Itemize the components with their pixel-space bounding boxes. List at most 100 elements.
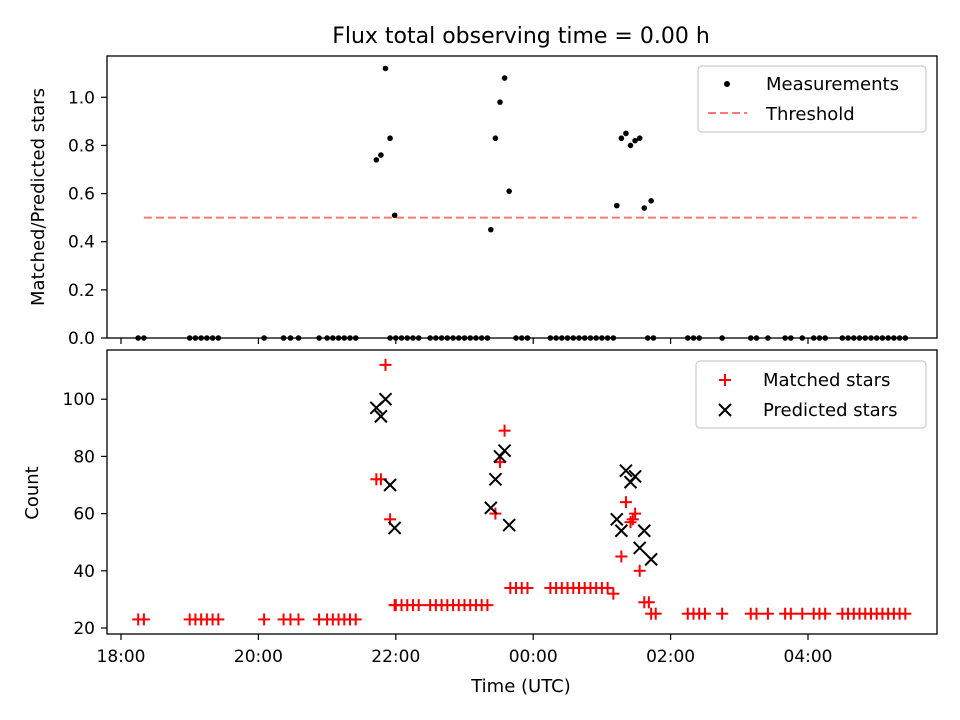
bottom-y-tick-label: 60 — [73, 505, 95, 525]
legend-matched-marker — [719, 374, 731, 386]
chart-title: Flux total observing time = 0.00 h — [332, 24, 710, 49]
measurement-point — [378, 152, 384, 158]
bottom-legend: Matched stars Predicted stars — [695, 360, 927, 429]
matched-star-point — [899, 607, 912, 620]
top-y-tick-label: 0.0 — [68, 329, 95, 349]
measurement-point — [623, 130, 629, 137]
top-y-tick-label: 0.6 — [68, 185, 95, 205]
matched-star-point — [698, 607, 711, 620]
predicted-star-point — [637, 524, 651, 538]
predicted-star-point — [378, 392, 393, 406]
measurement-point — [391, 212, 398, 219]
legend-matched-label: Matched stars — [763, 370, 890, 391]
x-tick-label: 20:00 — [234, 647, 283, 667]
top-axes-frame — [106, 55, 938, 339]
top-y-tick-label: 0.8 — [68, 136, 95, 156]
measurement-point — [497, 99, 503, 105]
predicted-star-point — [383, 478, 397, 492]
legend-predicted-label: Predicted stars — [763, 400, 897, 421]
x-axis-label: Time (UTC) — [470, 676, 571, 697]
panel-bottom: 20 40 60 80 100 18:00 20:00 22:00 00:00 02:00 04:… — [22, 349, 938, 697]
matched-star-point — [716, 607, 729, 620]
bottom-marks — [132, 358, 912, 626]
predicted-star-point — [619, 463, 633, 478]
matched-star-point — [292, 613, 305, 626]
predicted-star-point — [610, 512, 624, 527]
measurement-point — [632, 137, 638, 144]
measurement-point — [627, 142, 634, 149]
top-y-ticks: 0.0 0.2 0.4 0.6 0.8 1.0 — [68, 88, 107, 349]
top-y-tick-label: 0.2 — [68, 281, 95, 301]
legend-predicted-marker — [718, 403, 732, 417]
matched-star-point — [624, 516, 637, 529]
matched-star-point — [481, 599, 494, 612]
matched-star-point — [607, 587, 620, 600]
predicted-star-point — [644, 552, 658, 567]
top-x-ticks — [120, 338, 809, 344]
matched-star-point — [761, 607, 774, 620]
matched-star-point — [212, 613, 225, 626]
predicted-star-point — [502, 518, 516, 532]
top-y-tick-label: 1.0 — [68, 88, 95, 108]
x-tick-label: 02:00 — [646, 647, 695, 667]
matched-star-point — [750, 607, 763, 620]
bottom-y-tick-label: 100 — [63, 390, 95, 410]
matched-star-point — [258, 613, 271, 626]
predicted-star-point — [628, 469, 642, 484]
matched-star-point — [601, 581, 614, 594]
top-legend-box — [697, 65, 927, 133]
legend-measurements-marker — [724, 81, 730, 87]
predicted-star-point — [488, 472, 503, 486]
matched-star-point — [629, 507, 642, 520]
bottom-y-ticks: 20 40 60 80 100 — [63, 390, 107, 639]
measurement-point — [618, 135, 625, 142]
bottom-x-ticks: 18:00 20:00 22:00 00:00 02:00 04:00 — [97, 634, 833, 667]
bottom-y-tick-label: 80 — [73, 447, 95, 467]
matched-star-point — [633, 564, 646, 577]
measurement-point — [613, 202, 620, 209]
matched-star-point — [498, 424, 511, 437]
measurement-point — [488, 226, 494, 233]
matched-star-point — [137, 613, 150, 626]
predicted-star-point — [387, 521, 402, 535]
measurement-point — [382, 65, 389, 72]
bottom-axes-frame — [106, 349, 938, 635]
x-tick-label: 18:00 — [97, 647, 146, 667]
matched-star-point — [796, 607, 809, 620]
x-tick-label: 00:00 — [509, 647, 558, 667]
x-tick-label: 22:00 — [371, 647, 420, 667]
legend-measurements-label: Measurements — [766, 74, 899, 95]
measurement-point — [636, 135, 643, 142]
bottom-y-tick-label: 40 — [73, 562, 95, 582]
matched-star-point — [619, 496, 632, 509]
bottom-y-tick-label: 20 — [73, 619, 95, 639]
predicted-star-point — [614, 524, 629, 538]
predicted-star-point — [632, 541, 647, 555]
measurement-point — [501, 75, 508, 81]
measurement-point — [506, 188, 512, 194]
matched-star-point — [819, 607, 832, 620]
matched-star-point — [784, 607, 797, 620]
matched-star-point — [521, 581, 534, 594]
matched-star-point — [349, 613, 362, 626]
matched-star-point — [615, 550, 628, 563]
top-legend: Measurements Threshold — [697, 65, 927, 133]
predicted-star-point — [497, 443, 512, 458]
predicted-star-point — [484, 501, 498, 515]
matched-star-point — [379, 358, 392, 371]
matched-star-point — [642, 596, 655, 609]
top-y-axis-label: Matched/Predicted stars — [28, 88, 49, 306]
predicted-star-point — [374, 409, 388, 424]
matched-star-point — [412, 599, 425, 612]
matched-star-point — [649, 607, 662, 620]
bottom-y-axis-label: Count — [22, 466, 43, 519]
top-y-tick-label: 0.4 — [68, 233, 95, 253]
legend-threshold-label: Threshold — [765, 104, 855, 125]
measurement-point — [641, 205, 648, 211]
measurement-point — [492, 135, 499, 142]
measurement-point — [387, 135, 393, 142]
matched-star-point — [493, 456, 506, 469]
bottom-legend-box — [695, 360, 927, 429]
x-tick-label: 04:00 — [784, 647, 833, 667]
